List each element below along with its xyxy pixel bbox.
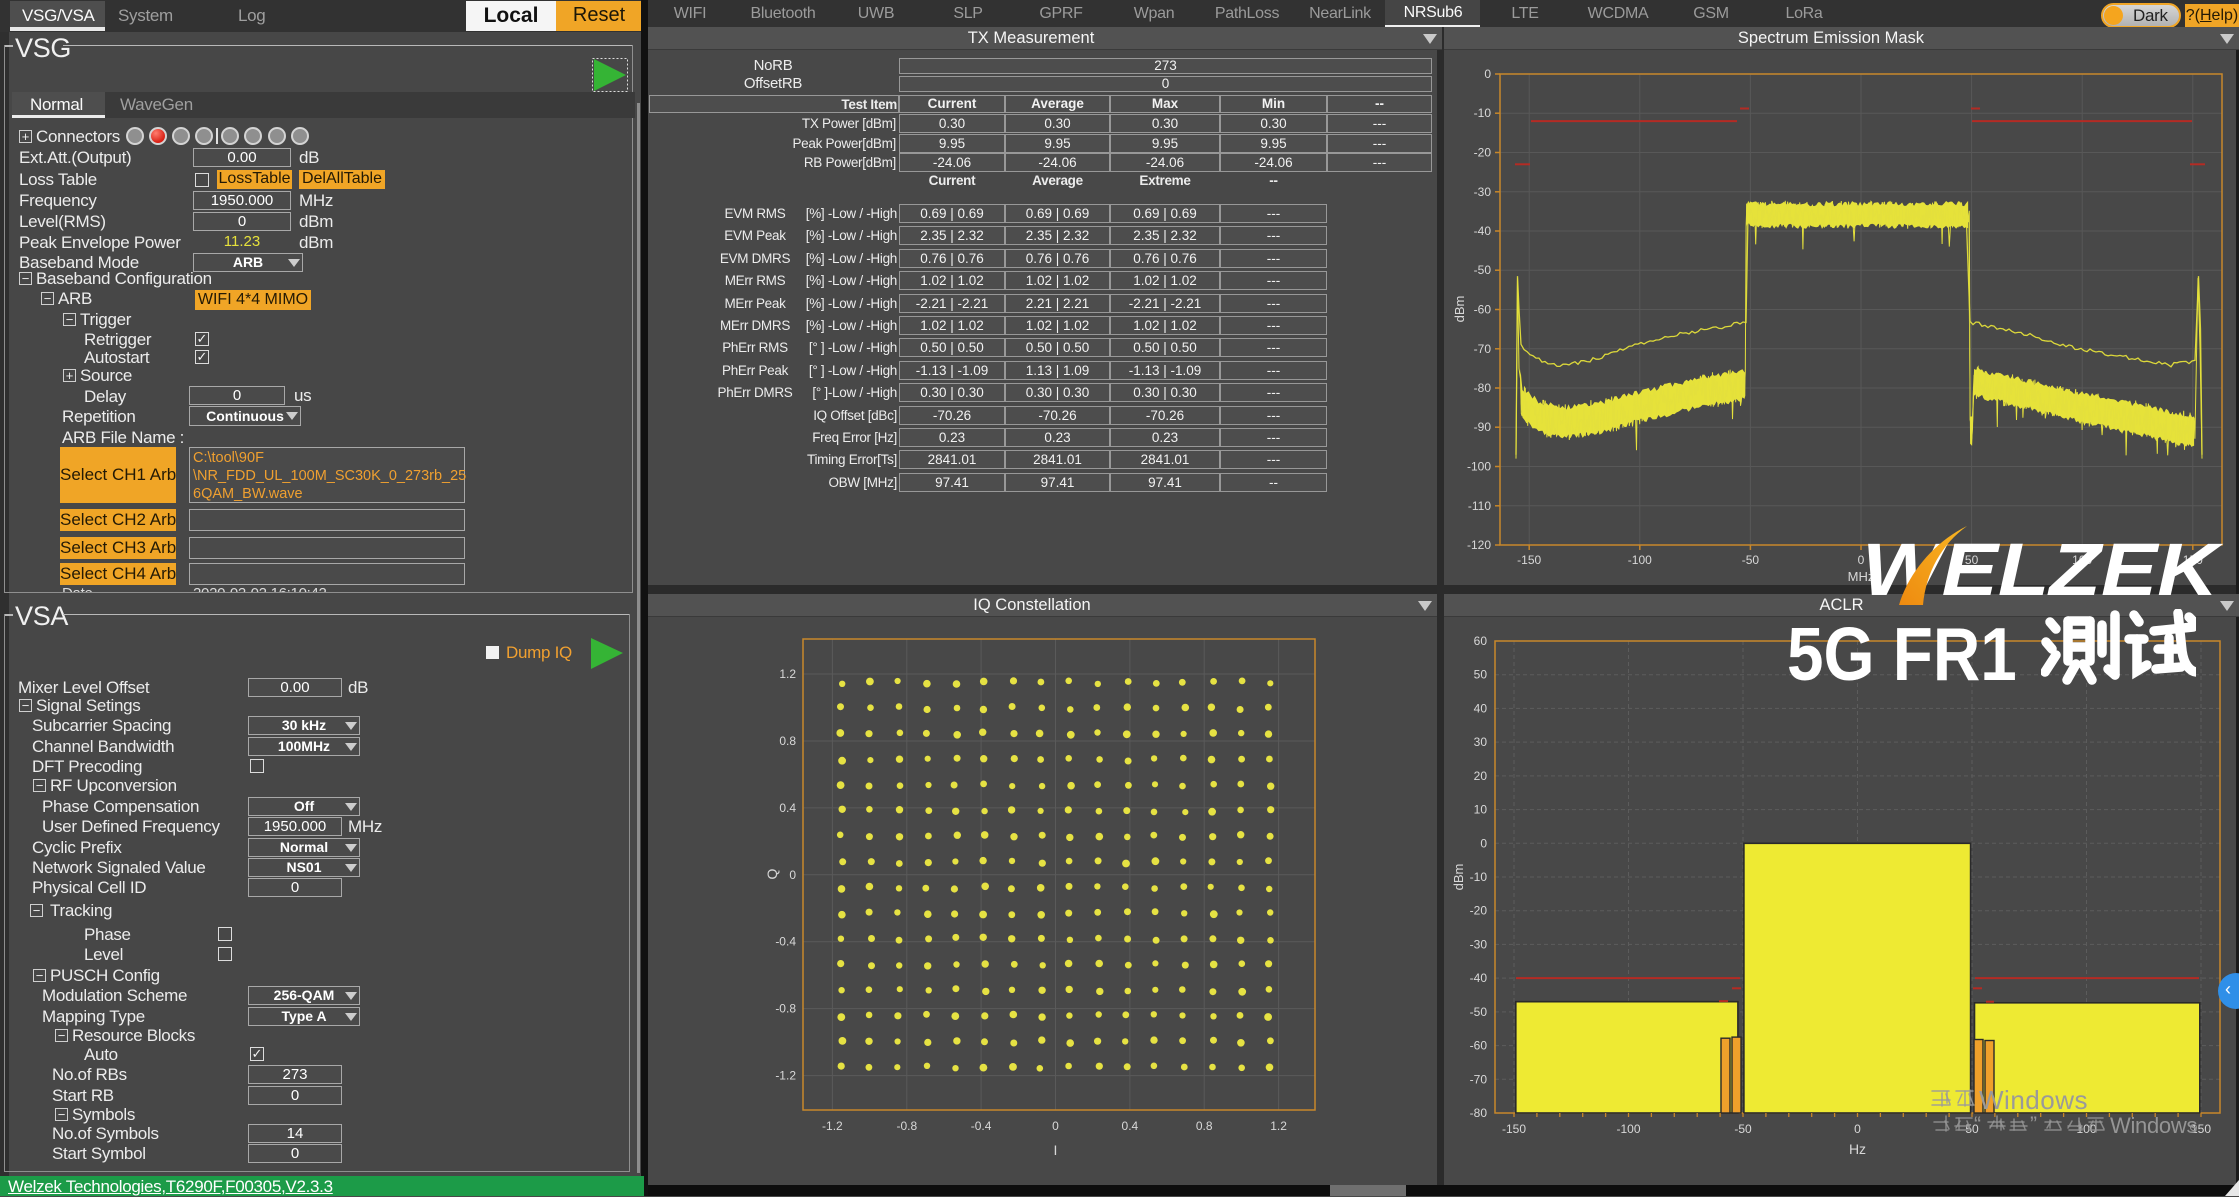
svg-text:I: I [1054,1142,1058,1158]
svg-text:20: 20 [1474,769,1488,783]
svg-text:0: 0 [1052,1119,1059,1133]
svg-text:-10: -10 [1470,870,1488,884]
svg-text:40: 40 [1474,701,1488,715]
svg-text:-1.2: -1.2 [775,1069,796,1083]
svg-text:0.8: 0.8 [1196,1119,1213,1133]
svg-text:-110: -110 [1468,499,1491,513]
svg-text:-50: -50 [1470,1005,1488,1019]
svg-text:0: 0 [1854,1122,1861,1136]
svg-text:-80: -80 [1470,1106,1488,1120]
svg-text:-120: -120 [1467,538,1491,552]
svg-text:dBm: dBm [1452,296,1467,323]
svg-text:-40: -40 [1474,224,1492,238]
svg-text:10: 10 [1474,803,1488,817]
svg-text:-150: -150 [1502,1122,1526,1136]
svg-text:-60: -60 [1474,303,1492,317]
svg-text:-100: -100 [1467,460,1491,474]
svg-text:-100: -100 [1628,553,1652,567]
svg-text:-20: -20 [1474,146,1492,160]
svg-text:-80: -80 [1474,381,1492,395]
svg-text:-30: -30 [1474,185,1492,199]
svg-text:100: 100 [2072,553,2092,567]
svg-text:-150: -150 [1517,553,1541,567]
svg-text:-0.4: -0.4 [775,935,796,949]
svg-text:150: 150 [2183,553,2203,567]
svg-text:-20: -20 [1470,904,1488,918]
svg-text:-1.2: -1.2 [822,1119,843,1133]
svg-text:-60: -60 [1470,1039,1488,1053]
svg-text:MHz: MHz [1848,569,1875,584]
svg-text:1.2: 1.2 [779,667,796,681]
svg-text:Q: Q [764,868,780,879]
svg-text:-50: -50 [1474,263,1492,277]
svg-text:-30: -30 [1470,937,1488,951]
svg-text:-0.8: -0.8 [775,1002,796,1016]
svg-text:1.2: 1.2 [1270,1119,1287,1133]
svg-text:-70: -70 [1470,1072,1488,1086]
svg-text:-100: -100 [1616,1122,1640,1136]
svg-text:Hz: Hz [1849,1141,1866,1157]
svg-text:0: 0 [1484,67,1491,81]
svg-text:0.8: 0.8 [779,734,796,748]
svg-text:-90: -90 [1474,420,1492,434]
svg-text:-40: -40 [1470,971,1488,985]
svg-text:-70: -70 [1474,342,1492,356]
svg-text:0: 0 [789,868,796,882]
svg-text:-50: -50 [1742,553,1760,567]
svg-text:0: 0 [1858,553,1865,567]
svg-text:30: 30 [1474,735,1488,749]
svg-text:-50: -50 [1734,1122,1752,1136]
svg-text:-0.4: -0.4 [971,1119,992,1133]
svg-text:dBm: dBm [1451,864,1466,891]
svg-text:-0.8: -0.8 [896,1119,917,1133]
svg-text:0.4: 0.4 [779,801,796,815]
svg-text:0.4: 0.4 [1122,1119,1139,1133]
svg-text:60: 60 [1474,634,1488,648]
svg-text:0: 0 [1480,836,1487,850]
svg-text:-10: -10 [1474,106,1492,120]
svg-text:50: 50 [1474,668,1488,682]
svg-text:50: 50 [1965,553,1979,567]
